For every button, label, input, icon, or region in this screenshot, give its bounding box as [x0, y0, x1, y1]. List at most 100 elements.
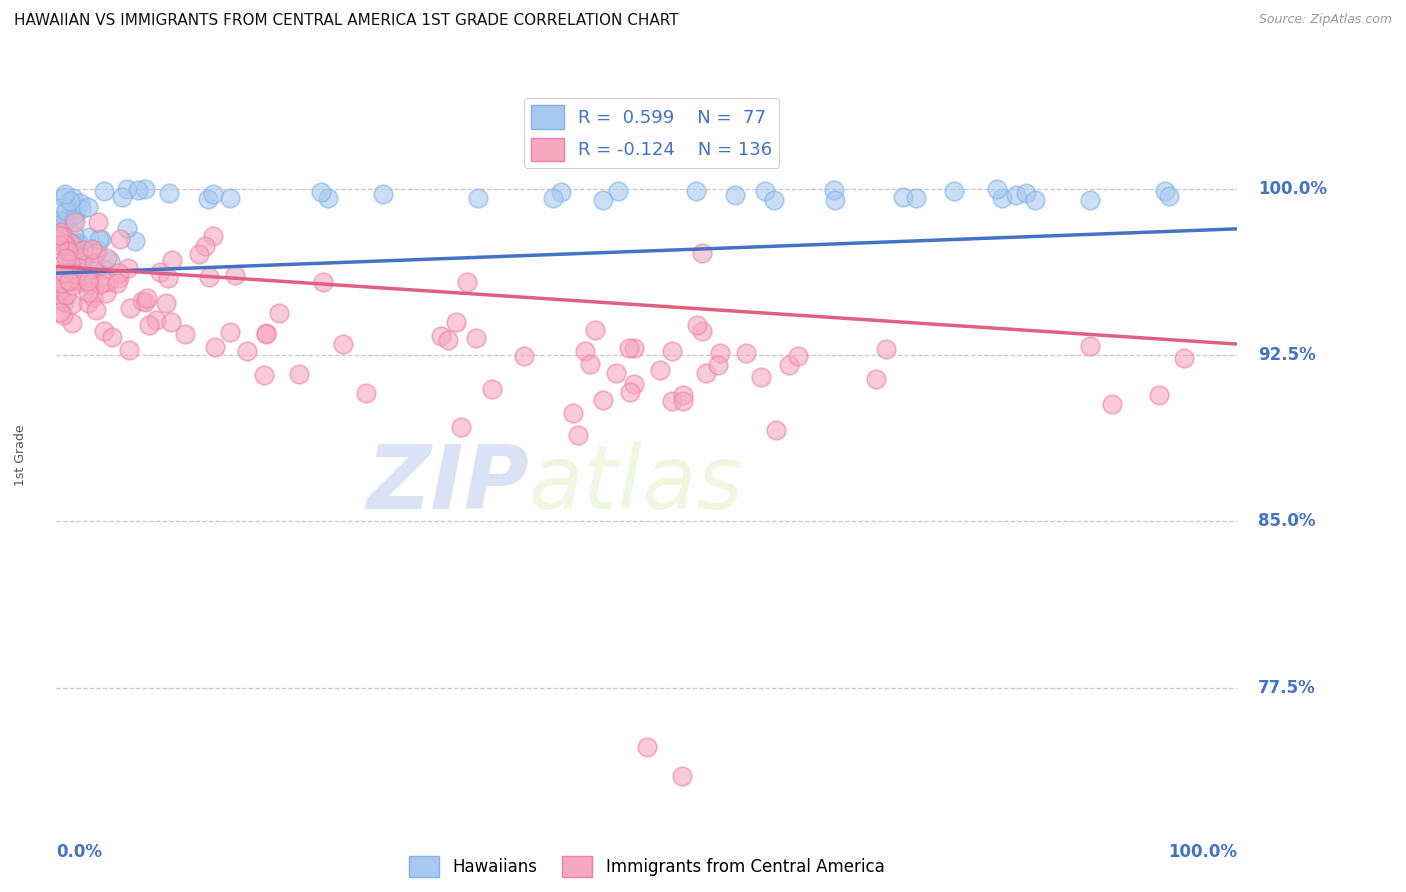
Point — [58, 235, 80, 249]
Point — [1154, 185, 1177, 199]
Point — [1080, 193, 1102, 207]
Legend: R =  0.599    N =  77, R = -0.124    N = 136: R = 0.599 N = 77, R = -0.124 N = 136 — [524, 98, 779, 168]
Point — [49, 267, 72, 281]
Point — [865, 372, 887, 386]
Point — [124, 235, 146, 249]
Point — [754, 184, 776, 198]
Point — [648, 363, 671, 377]
Point — [429, 329, 451, 343]
Point — [707, 358, 730, 372]
Point — [671, 769, 693, 783]
Point — [101, 330, 124, 344]
Text: 0.0%: 0.0% — [56, 843, 103, 861]
Point — [131, 293, 153, 308]
Point — [55, 251, 77, 265]
Point — [55, 213, 77, 227]
Point — [94, 285, 117, 300]
Point — [76, 295, 98, 310]
Point — [110, 232, 132, 246]
Point — [450, 420, 472, 434]
Point — [986, 182, 1008, 196]
Point — [84, 302, 107, 317]
Point — [59, 194, 82, 208]
Point — [269, 306, 291, 320]
Point — [592, 193, 614, 207]
Point — [607, 184, 630, 198]
Point — [134, 182, 156, 196]
Point — [332, 336, 354, 351]
Point — [77, 230, 100, 244]
Point — [63, 207, 86, 221]
Point — [56, 236, 79, 251]
Point — [198, 269, 221, 284]
Point — [661, 393, 683, 408]
Point — [156, 270, 179, 285]
Point — [636, 740, 658, 755]
Point — [173, 326, 195, 341]
Point — [118, 343, 141, 358]
Point — [86, 243, 108, 257]
Point — [145, 312, 167, 326]
Point — [49, 201, 72, 215]
Point — [134, 295, 156, 310]
Point — [160, 253, 183, 268]
Point — [672, 393, 695, 408]
Point — [62, 272, 84, 286]
Point — [765, 423, 787, 437]
Point — [79, 268, 101, 283]
Point — [875, 343, 897, 357]
Point — [77, 275, 100, 289]
Point — [312, 275, 335, 289]
Point — [309, 186, 332, 200]
Text: 1st Grade: 1st Grade — [14, 424, 27, 486]
Point — [79, 274, 101, 288]
Point — [97, 274, 120, 288]
Text: ZIP: ZIP — [366, 441, 529, 528]
Point — [84, 246, 107, 260]
Point — [778, 358, 800, 372]
Point — [82, 289, 104, 303]
Point — [672, 388, 695, 402]
Point — [56, 244, 79, 258]
Point — [48, 220, 70, 235]
Point — [55, 229, 77, 244]
Point — [194, 239, 217, 253]
Point — [107, 267, 129, 281]
Point — [236, 344, 259, 359]
Point — [1024, 193, 1046, 207]
Point — [48, 231, 70, 245]
Point — [77, 277, 100, 292]
Point — [66, 237, 89, 252]
Point — [51, 258, 73, 272]
Point — [58, 274, 80, 288]
Point — [60, 297, 83, 311]
Point — [49, 225, 72, 239]
Point — [89, 232, 111, 246]
Point — [66, 255, 89, 269]
Point — [444, 315, 467, 329]
Point — [787, 349, 810, 363]
Point — [943, 184, 966, 198]
Point — [93, 276, 115, 290]
Point — [63, 213, 86, 227]
Point — [562, 406, 585, 420]
Point — [481, 382, 503, 396]
Point — [686, 318, 709, 333]
Point — [1157, 189, 1180, 203]
Text: 92.5%: 92.5% — [1258, 346, 1316, 364]
Point — [72, 243, 94, 257]
Point — [464, 331, 486, 345]
Point — [59, 256, 82, 270]
Point — [67, 264, 90, 278]
Point — [52, 234, 75, 248]
Point — [1101, 397, 1123, 411]
Point — [578, 357, 600, 371]
Point — [823, 183, 845, 197]
Point — [467, 191, 489, 205]
Point — [709, 346, 731, 360]
Point — [623, 341, 645, 355]
Point — [55, 244, 77, 258]
Point — [93, 262, 115, 277]
Text: 100.0%: 100.0% — [1168, 843, 1237, 861]
Point — [62, 267, 84, 281]
